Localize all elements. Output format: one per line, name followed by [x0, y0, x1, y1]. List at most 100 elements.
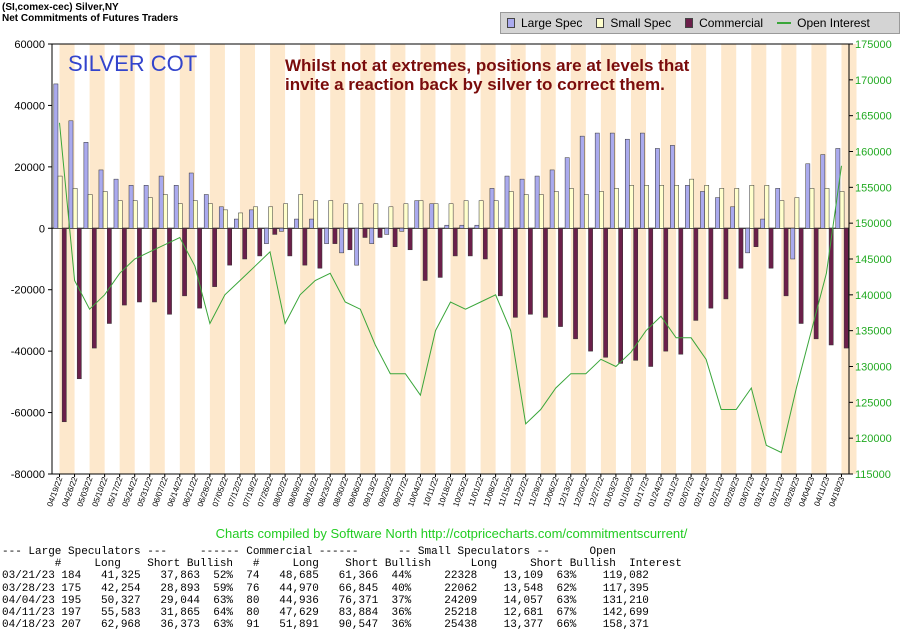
comment-line-1: Whilst not at extremes, positions are at…	[285, 56, 690, 75]
right-tick-label: 145000	[855, 254, 892, 266]
large-spec-bar	[98, 169, 104, 229]
large-spec-bar	[113, 178, 119, 229]
large-spec-bar	[534, 175, 540, 229]
date-band	[149, 44, 165, 474]
small-spec-bar	[388, 206, 394, 229]
cot-data-table: --- Large Speculators --- ------ Commerc…	[2, 546, 682, 631]
commercial-bar	[137, 228, 142, 303]
date-band	[450, 44, 466, 474]
commercial-bar	[392, 228, 398, 247]
legend-label: Small Spec	[610, 16, 672, 30]
bar-series	[53, 83, 849, 423]
large-spec-bar	[218, 206, 224, 229]
small-spec-bar	[659, 185, 664, 229]
large-spec-bar	[324, 228, 329, 244]
commercial-bar	[723, 228, 729, 300]
large-spec-bar	[775, 188, 781, 229]
legend-item-small-spec: Small Spec	[596, 16, 671, 30]
small-spec-bar	[599, 191, 604, 229]
legend-item-large-spec: Large Spec	[507, 16, 582, 30]
large-spec-bar	[53, 83, 59, 229]
large-spec-bar	[745, 228, 750, 254]
commercial-bar	[573, 228, 578, 340]
right-axis: 175000 170000 165000 160000 155000 150000 1450…	[849, 39, 892, 481]
small-spec-bar	[478, 200, 484, 229]
large-spec-bar	[489, 188, 495, 229]
date-band	[270, 44, 286, 474]
small-spec-bar	[448, 203, 454, 229]
large-spec-bar	[579, 135, 585, 229]
table-row: 03/28/23 175 42,254 28,893 59% 76 44,970…	[2, 582, 649, 595]
small-spec-swatch	[596, 18, 605, 28]
large-spec-bar	[369, 228, 375, 244]
small-spec-bar	[433, 203, 439, 229]
commercial-bar	[843, 228, 849, 349]
small-spec-bar	[72, 188, 78, 229]
commercial-bar	[272, 228, 278, 235]
table-row: 04/04/23 195 50,327 29,044 63% 80 44,936…	[2, 594, 649, 607]
commercial-bar	[122, 228, 127, 306]
date-band	[360, 44, 376, 474]
credit-line: Charts compiled by Software North http:/…	[215, 526, 688, 541]
large-spec-bar	[173, 185, 179, 229]
date-band	[510, 44, 526, 474]
commercial-bar	[753, 228, 759, 247]
large-spec-bar	[760, 218, 766, 229]
date-band	[300, 44, 316, 474]
commercial-bar	[452, 228, 458, 257]
commercial-bar	[197, 228, 202, 309]
commercial-bar	[543, 228, 548, 318]
large-spec-bar	[519, 178, 525, 229]
large-spec-bar	[700, 191, 705, 229]
commercial-bar	[693, 228, 699, 321]
large-spec-bar	[128, 185, 134, 229]
commercial-bar	[437, 228, 443, 278]
small-spec-bar	[268, 206, 273, 229]
large-spec-bar	[730, 206, 735, 229]
small-spec-bar	[839, 191, 845, 229]
date-band	[691, 44, 707, 474]
small-spec-bar	[403, 203, 409, 229]
small-spec-bar	[538, 194, 544, 229]
commercial-bar	[513, 228, 518, 318]
commercial-bar	[377, 228, 383, 238]
legend-label: Commercial	[699, 16, 764, 30]
large-spec-bar	[715, 197, 720, 229]
commercial-bar	[528, 228, 533, 315]
large-spec-bar	[504, 175, 510, 229]
left-tick-label: -20000	[11, 285, 45, 297]
large-spec-bar	[820, 154, 826, 229]
small-spec-bar	[629, 185, 634, 229]
small-spec-bar	[704, 185, 710, 229]
large-spec-bar	[444, 224, 450, 229]
comment-line-2: invite a reaction back by silver to corr…	[285, 75, 665, 94]
large-spec-bar	[474, 224, 480, 229]
small-spec-bar	[809, 188, 815, 229]
left-tick-label: -80000	[11, 469, 45, 481]
commercial-bar	[618, 228, 623, 364]
commercial-bar	[422, 228, 428, 281]
left-tick-label: 40000	[14, 100, 45, 112]
small-spec-bar	[178, 203, 183, 229]
right-tick-label: 125000	[855, 397, 892, 409]
date-band	[781, 44, 797, 474]
commercial-bar	[813, 228, 819, 340]
small-spec-bar	[208, 203, 213, 229]
large-spec-bar	[609, 132, 615, 229]
small-spec-bar	[644, 185, 649, 229]
commercial-bar	[798, 228, 804, 324]
open-interest-swatch	[777, 22, 792, 24]
chart-source-title: (SI,comex-cec) Silver,NY	[2, 2, 119, 13]
small-spec-bar	[749, 185, 755, 229]
date-band	[540, 44, 556, 474]
right-tick-label: 160000	[855, 147, 892, 159]
commercial-bar	[61, 228, 67, 423]
large-spec-bar	[234, 218, 239, 229]
large-spec-bar	[624, 138, 630, 229]
date-band	[89, 44, 105, 474]
legend-label: Large Spec	[521, 16, 583, 30]
commercial-bar	[362, 228, 368, 238]
large-spec-bar	[640, 132, 645, 229]
commercial-bar	[603, 228, 608, 358]
small-spec-bar	[328, 200, 334, 229]
